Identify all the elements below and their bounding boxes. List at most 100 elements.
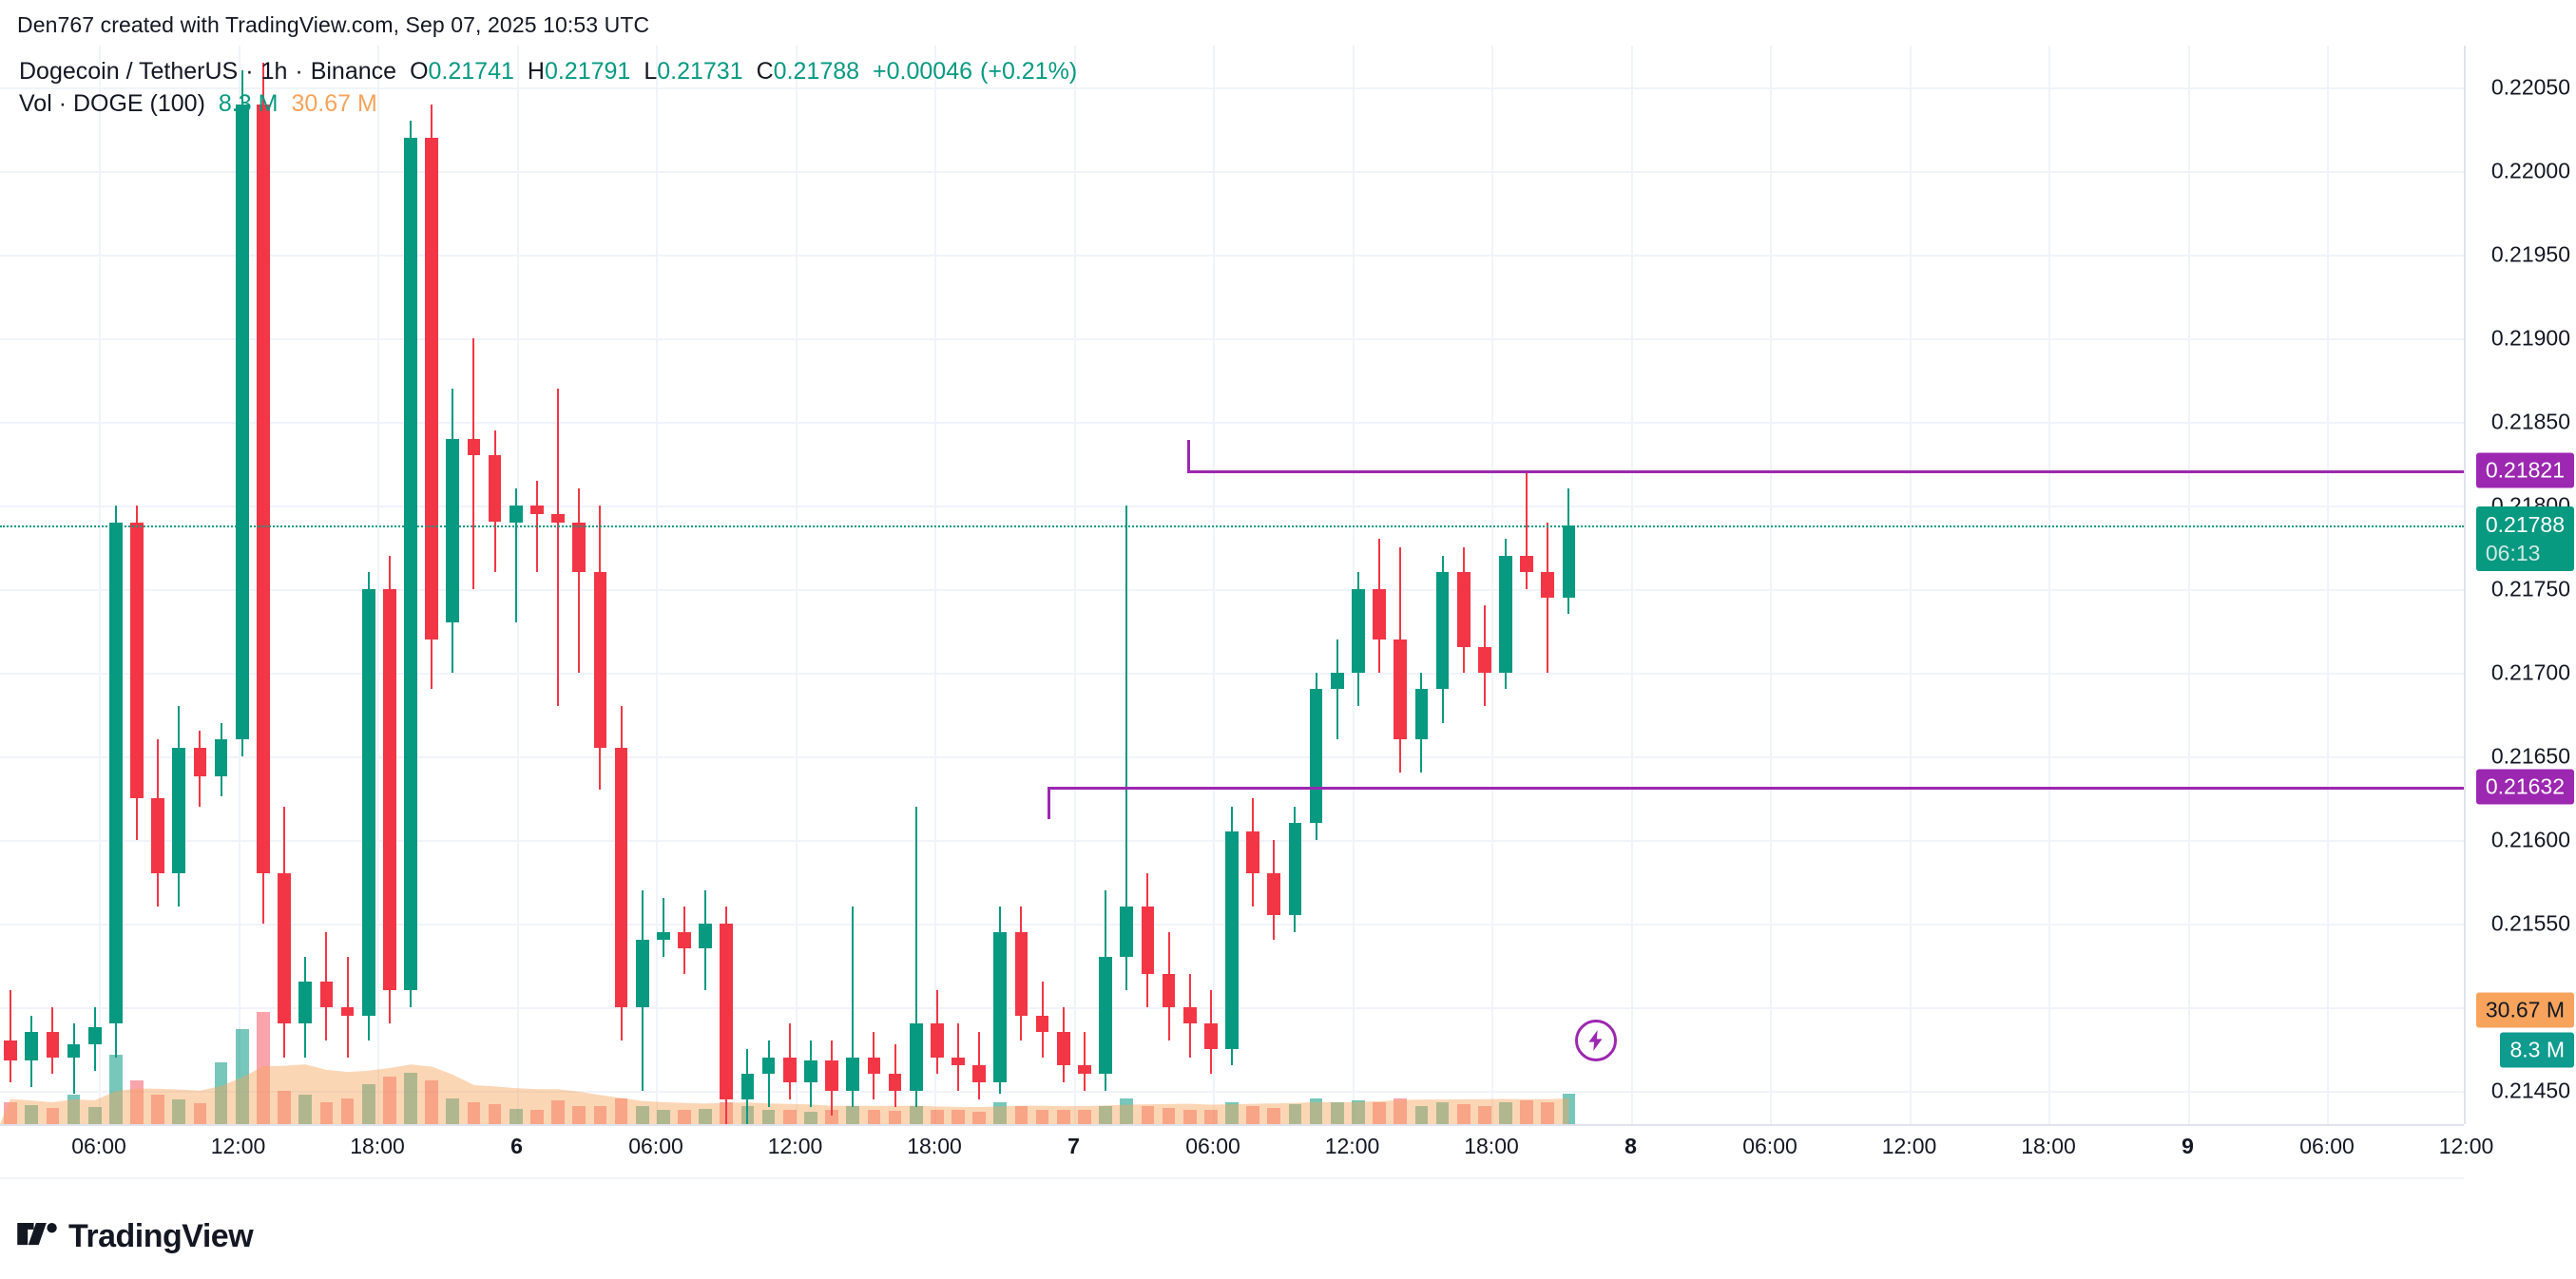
- time-axis[interactable]: 06:00 12:00 18:00 6 06:00 12:00 18:00 7 06:00 12:…: [0, 1124, 2576, 1181]
- volume-bar: [340, 1098, 355, 1124]
- horizontal-ray-line[interactable]: [1047, 786, 2464, 790]
- candlestick: [130, 505, 144, 840]
- legend-low-label: L: [644, 58, 658, 85]
- candle-wick: [662, 898, 664, 958]
- time-tick-label: 12:00: [1324, 1134, 1380, 1158]
- horizontal-ray-anchor[interactable]: [1047, 786, 1050, 819]
- candle-wick: [1125, 505, 1128, 991]
- candle-body: [1014, 931, 1028, 1016]
- chart-plot-area[interactable]: [0, 46, 2464, 1124]
- candlestick: [614, 706, 628, 1040]
- gridline-vertical: [1073, 46, 1076, 1124]
- candle-wick: [72, 1023, 75, 1095]
- candlestick: [846, 907, 860, 1108]
- volume-bar: [1035, 1109, 1049, 1124]
- horizontal-ray-line[interactable]: [1187, 469, 2464, 473]
- volume-bar: [46, 1108, 60, 1124]
- price-axis[interactable]: 0.22050 0.22000 0.21950 0.21900 0.21850 0.218…: [2464, 46, 2576, 1124]
- legend-volume-row[interactable]: Vol · DOGE (100) 8.3 M 30.67 M: [19, 87, 1077, 120]
- time-axis-bottom-border: [0, 1177, 2464, 1179]
- gridline-horizontal: [0, 1090, 2464, 1093]
- candlestick: [1414, 672, 1429, 773]
- volume-bar: [1520, 1100, 1534, 1124]
- gridline-vertical: [1213, 46, 1215, 1124]
- candle-body: [193, 748, 207, 776]
- volume-bar: [825, 1109, 838, 1124]
- volume-bar: [1330, 1101, 1344, 1124]
- gridline-horizontal: [0, 505, 2464, 507]
- volume-bar: [87, 1107, 102, 1124]
- candlestick: [1352, 572, 1365, 707]
- price-tick-label: 0.21550: [2490, 910, 2570, 936]
- candle-wick: [1336, 639, 1338, 740]
- price-tick-label: 0.21600: [2490, 827, 2570, 852]
- candlestick: [635, 889, 649, 1091]
- candle-body: [1414, 689, 1429, 740]
- candlestick: [720, 907, 734, 1124]
- candle-body: [1035, 1015, 1049, 1033]
- volume-bar: [1078, 1109, 1091, 1124]
- candle-body: [1182, 1006, 1197, 1024]
- candle-body: [298, 982, 313, 1024]
- volume-ma-badge[interactable]: 8.3 M: [2500, 1032, 2574, 1068]
- horizontal-ray-anchor[interactable]: [1187, 439, 1191, 472]
- candlestick: [361, 572, 375, 1040]
- volume-bar: [1203, 1109, 1218, 1124]
- volume-bar: [846, 1105, 860, 1124]
- legend-low-value: 0.21731: [657, 58, 743, 85]
- gridline-horizontal: [0, 86, 2464, 89]
- candlestick: [1520, 471, 1534, 589]
- last-price-badge[interactable]: 0.21788 06:13: [2475, 506, 2574, 572]
- volume-bar: [1141, 1105, 1155, 1124]
- candle-body: [257, 104, 270, 874]
- gridline-vertical: [656, 46, 658, 1124]
- candlestick: [214, 722, 228, 797]
- candle-body: [1309, 689, 1323, 824]
- volume-bar: [614, 1098, 628, 1124]
- gridline-vertical: [2048, 46, 2050, 1124]
- candlestick: [1456, 546, 1471, 673]
- time-tick-label: 06:00: [1742, 1134, 1797, 1158]
- candlestick: [1014, 907, 1028, 1040]
- volume-bar: [1162, 1107, 1176, 1124]
- legend-sep-2: ·: [295, 58, 303, 85]
- candle-body: [404, 137, 417, 991]
- lightning-icon[interactable]: [1575, 1020, 1618, 1061]
- candle-wick: [1083, 1032, 1086, 1091]
- volume-bar: [930, 1109, 944, 1124]
- candlestick: [1056, 1006, 1070, 1082]
- candle-body: [909, 1023, 923, 1091]
- gridline-vertical: [1909, 46, 1912, 1124]
- legend-open-value: 0.21741: [428, 58, 514, 85]
- support-price-badge[interactable]: 0.21632: [2475, 769, 2574, 805]
- gridline-vertical: [934, 46, 936, 1124]
- tradingview-branding: TradingView: [17, 1218, 254, 1255]
- volume-bar: [530, 1110, 544, 1124]
- last-price-countdown: 06:13: [2485, 541, 2541, 566]
- gridline-horizontal: [0, 337, 2464, 340]
- candle-body: [699, 923, 713, 949]
- gridline-vertical: [2187, 46, 2190, 1124]
- candlestick: [804, 1040, 817, 1108]
- volume-value-badge[interactable]: 30.67 M: [2475, 992, 2574, 1028]
- last-price-value: 0.21788: [2485, 512, 2565, 538]
- candle-body: [1520, 555, 1534, 573]
- resistance-price-badge[interactable]: 0.21821: [2475, 452, 2574, 488]
- candle-body: [1056, 1032, 1070, 1066]
- volume-bar: [278, 1091, 291, 1124]
- time-tick-label: 6: [510, 1134, 523, 1158]
- candle-body: [846, 1057, 860, 1091]
- legend-symbol-row[interactable]: Dogecoin / TetherUS · 1h · Binance O0.21741 H0…: [19, 55, 1077, 87]
- gridline-horizontal: [0, 254, 2464, 257]
- candlestick: [193, 731, 207, 807]
- time-tick-label: 9: [2182, 1134, 2194, 1158]
- volume-bar: [1056, 1110, 1070, 1124]
- tradingview-logo-icon: [17, 1222, 57, 1251]
- legend-high-label: H: [527, 58, 545, 85]
- gridline-horizontal: [0, 170, 2464, 173]
- candle-body: [572, 522, 586, 573]
- candle-body: [952, 1057, 965, 1066]
- volume-bar: [551, 1099, 565, 1124]
- volume-bar: [404, 1073, 417, 1124]
- time-axis-top-border: [0, 1124, 2464, 1126]
